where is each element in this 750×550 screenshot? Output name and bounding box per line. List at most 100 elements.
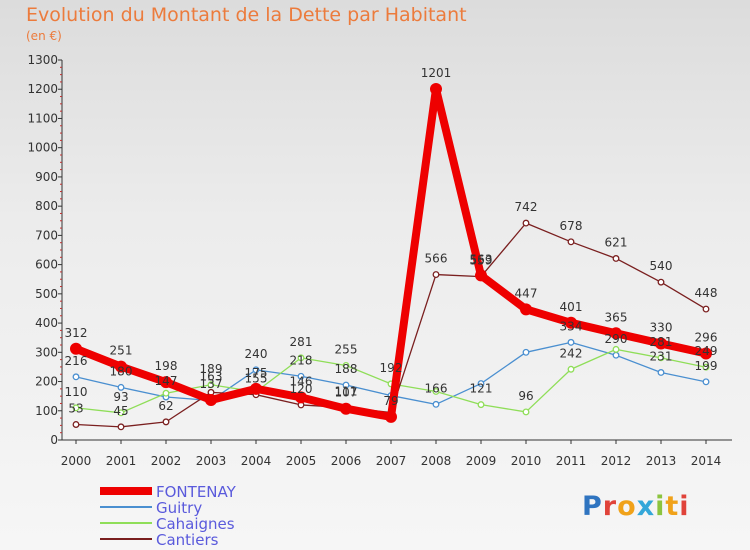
- series-guitry-point: [612, 351, 620, 359]
- series-guitry-point: [117, 383, 125, 391]
- series-fontenay-point: [115, 360, 127, 373]
- logo-letter: i: [679, 491, 690, 522]
- series-fontenay-point: [250, 382, 262, 395]
- y-tick-label: 500: [35, 287, 58, 301]
- legend-swatch: [100, 487, 152, 495]
- data-label: 401: [560, 300, 583, 314]
- legend-label: Cantiers: [156, 531, 219, 549]
- legend-label: FONTENAY: [156, 483, 236, 501]
- series-cantiers-point: [162, 418, 170, 426]
- series-guitry-point: [252, 366, 260, 374]
- series-cahaignes-point: [72, 404, 80, 412]
- y-tick-label: 1300: [27, 53, 58, 67]
- y-tick-label: 600: [35, 258, 58, 272]
- series-cahaignes-point: [162, 389, 170, 397]
- series-cahaignes-point: [477, 401, 485, 409]
- series-guitry-point: [72, 373, 80, 381]
- data-label: 192: [380, 361, 403, 375]
- data-label: 242: [560, 346, 583, 360]
- data-label: 175: [245, 366, 268, 380]
- x-tick-label: 2003: [196, 454, 227, 468]
- data-label: 447: [515, 286, 538, 300]
- data-label: 365: [605, 310, 628, 324]
- y-tick-label: 300: [35, 345, 58, 359]
- chart-axes: 0 100 200 300 400 500 600 700 800 900 1000 1100 1200…: [27, 53, 732, 468]
- chart-series: [70, 82, 712, 431]
- series-cahaignes-point: [612, 345, 620, 353]
- series-fontenay-point: [565, 316, 577, 329]
- series-fontenay-point: [700, 347, 712, 360]
- series-cahaignes-point: [657, 354, 665, 362]
- data-label: 296: [695, 330, 718, 344]
- data-label: 107: [335, 386, 358, 400]
- series-cahaignes-point: [342, 362, 350, 369]
- y-tick-label: 0: [50, 433, 58, 447]
- series-fontenay-point: [520, 303, 532, 316]
- chart-unit-label: (en €): [26, 29, 62, 43]
- series-fontenay-point: [70, 342, 82, 355]
- series-cahaignes-point: [522, 408, 530, 416]
- data-label: 110: [65, 385, 88, 399]
- data-label: 281: [650, 335, 673, 349]
- series-guitry-point: [567, 338, 575, 346]
- series-cahaignes-point: [117, 409, 125, 417]
- x-tick-label: 2004: [241, 454, 272, 468]
- x-tick-label: 2005: [286, 454, 317, 468]
- data-label: 199: [695, 359, 718, 373]
- data-label: 742: [515, 200, 538, 214]
- data-label: 255: [335, 342, 358, 356]
- y-tick-label: 1200: [27, 82, 58, 96]
- series-cantiers-point: [72, 421, 80, 428]
- series-cahaignes-point: [207, 381, 215, 389]
- legend-swatch: [100, 538, 152, 540]
- x-tick-label: 2002: [151, 454, 182, 468]
- data-label: 93: [113, 390, 128, 404]
- data-label: 188: [335, 362, 358, 376]
- data-label: 146: [290, 374, 313, 388]
- x-tick-label: 2009: [466, 454, 497, 468]
- data-label: 559: [470, 254, 493, 268]
- series-guitry-point: [522, 348, 530, 356]
- data-label: 240: [245, 347, 268, 361]
- data-label: 290: [605, 332, 628, 346]
- x-tick-label: 2010: [511, 454, 542, 468]
- chart-title: Evolution du Montant de la Dette par Hab…: [26, 4, 467, 26]
- y-tick-label: 700: [35, 228, 58, 242]
- series-guitry-point: [702, 378, 710, 386]
- legend-item-guitry: Guitry: [100, 499, 340, 517]
- y-tick-label: 1100: [27, 111, 58, 125]
- data-label: 120: [290, 382, 313, 396]
- x-tick-label: 2006: [331, 454, 362, 468]
- x-tick-label: 2007: [376, 454, 407, 468]
- logo-letter: r: [602, 491, 618, 522]
- series-cahaignes-point: [702, 363, 710, 371]
- data-label: 249: [695, 344, 718, 358]
- series-guitry-point: [297, 372, 305, 380]
- x-tick-label: 2014: [691, 454, 722, 468]
- x-tick-label: 2012: [601, 454, 632, 468]
- series-fontenay-point: [610, 327, 622, 340]
- logo-letter: o: [617, 491, 637, 522]
- series-cahaignes-point: [297, 354, 305, 362]
- data-label: 563: [470, 252, 493, 266]
- chart-data-labels: 312 251 198 137 175 146 107 79 1201 563 447 401 365 3…: [65, 66, 718, 418]
- legend-swatch: [100, 522, 152, 524]
- proxiti-logo: Proxiti: [582, 491, 690, 522]
- data-label: 79: [383, 394, 398, 408]
- legend-item-cahaignes: Cahaignes: [100, 515, 340, 533]
- data-label: 189: [200, 362, 223, 376]
- logo-letter: t: [665, 491, 680, 522]
- logo-letter: x: [636, 491, 656, 522]
- data-label: 566: [425, 252, 448, 266]
- data-label: 155: [245, 372, 268, 386]
- series-guitry-point: [477, 380, 485, 388]
- data-label: 312: [65, 326, 88, 340]
- series-cantiers-point: [432, 271, 440, 279]
- y-tick-label: 400: [35, 316, 58, 330]
- line-chart: 0 100 200 300 400 500 600 700 800 900 1000 1100 1200…: [27, 53, 732, 468]
- x-tick-label: 2011: [556, 454, 587, 468]
- x-tick-label: 2000: [61, 454, 92, 468]
- y-tick-label: 1000: [27, 141, 58, 155]
- logo-letter: i: [655, 491, 666, 522]
- data-label: 121: [470, 382, 493, 396]
